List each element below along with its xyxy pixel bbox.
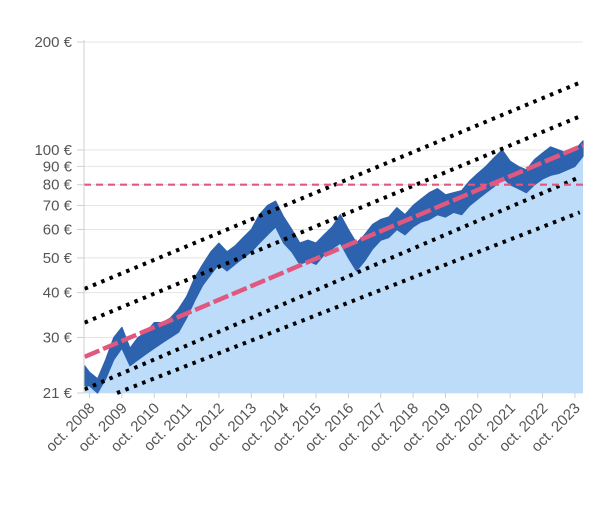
y-tick-label-6: 80 € xyxy=(43,177,73,194)
y-tick-label-9: 200 € xyxy=(34,34,72,51)
reference-lines xyxy=(83,143,584,359)
trend-line xyxy=(83,143,584,359)
lower-band-2-line xyxy=(116,210,581,395)
y-tick-labels: 21 € 30 € 40 € 50 € 60 € 70 € 80 € 90 €100 € 200… xyxy=(34,34,72,402)
y-tick-label-3: 50 € xyxy=(43,250,73,267)
band-lines xyxy=(83,80,581,395)
y-tick-label-4: 60 € xyxy=(43,222,73,239)
y-tick-label-0: 21 € xyxy=(43,385,73,402)
y-tick-label-8: 100 € xyxy=(34,142,72,159)
axes xyxy=(77,40,576,398)
y-tick-label-7: 90 € xyxy=(43,158,73,175)
y-tick-label-5: 70 € xyxy=(43,197,73,214)
y-tick-label-2: 40 € xyxy=(43,285,73,302)
y-tick-label-1: 30 € xyxy=(43,329,73,346)
